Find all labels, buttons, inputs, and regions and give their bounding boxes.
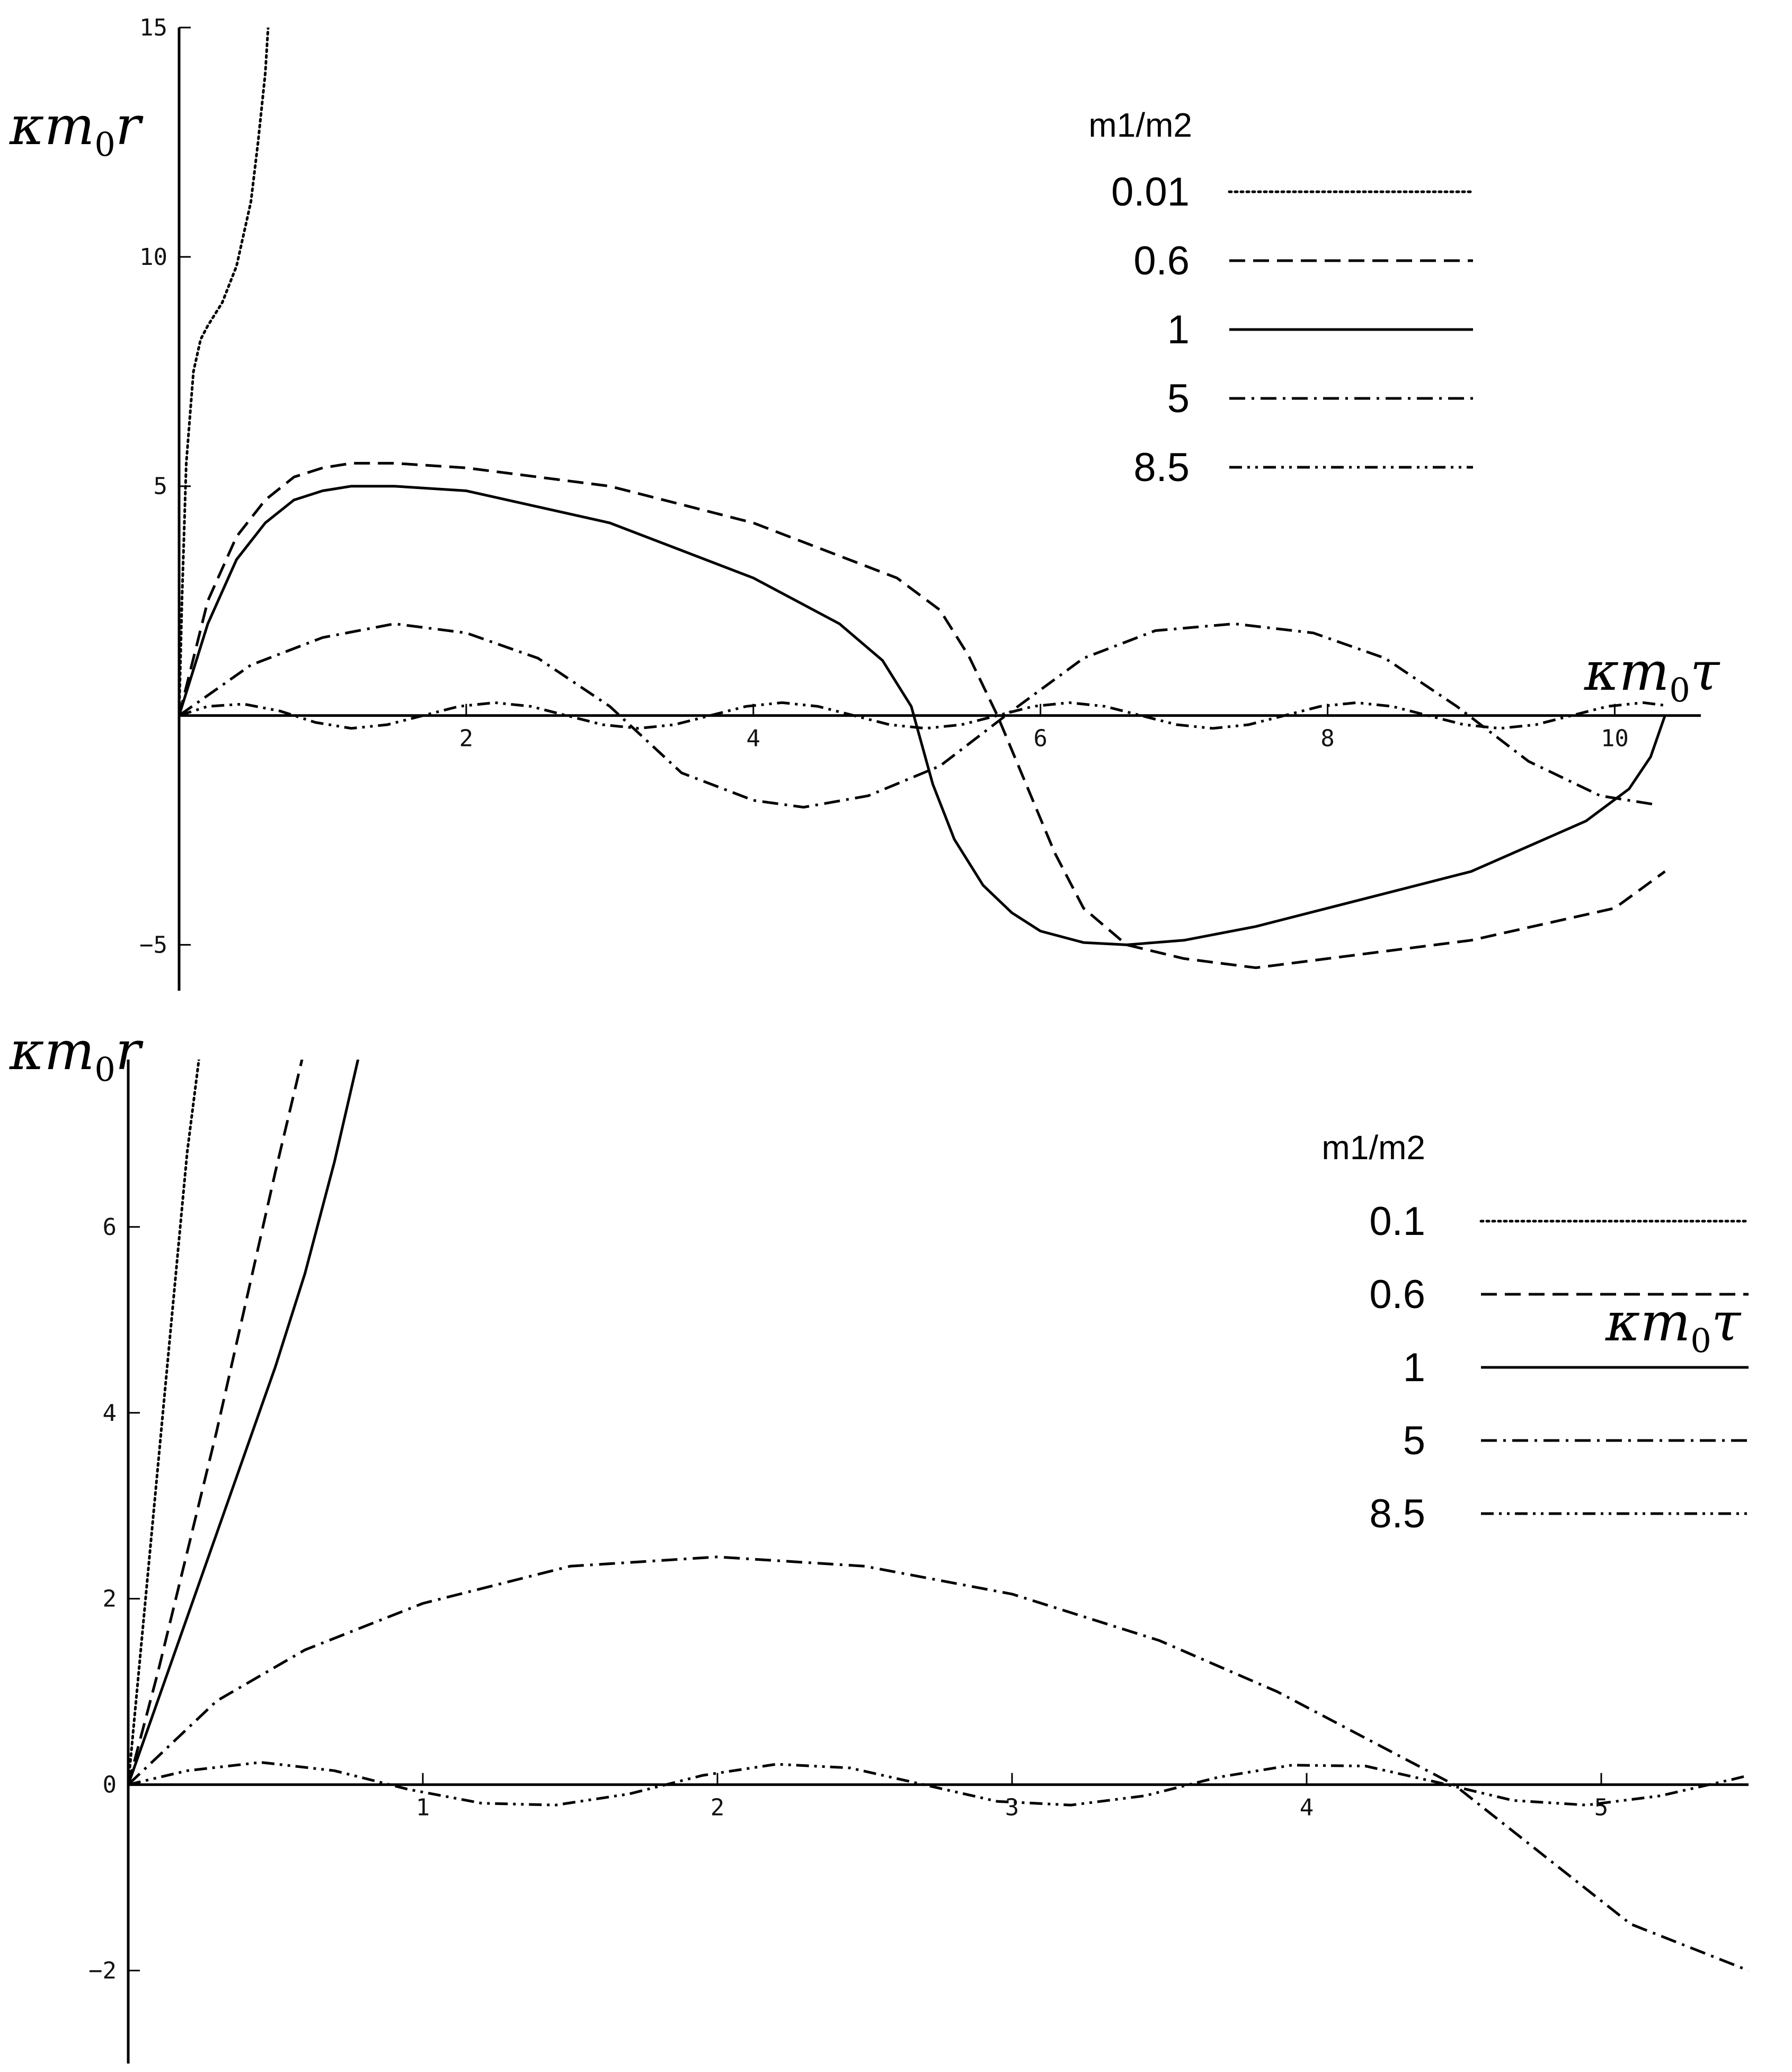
x-tick-label: 2 (711, 1794, 725, 1821)
legend-title: m1/m2 (1088, 106, 1192, 144)
legend-label: 5 (1167, 376, 1190, 421)
y-axis-title-subscript: 0 (94, 125, 115, 164)
x-tick-label: 4 (1300, 1794, 1314, 1821)
legend: m1/m2 0.01 0.6 1 5 8.5 (1088, 106, 1475, 490)
y-tick-label: 6 (103, 1214, 117, 1241)
x-tick-label: 6 (1033, 725, 1048, 752)
y-axis-title-main: κm (9, 95, 94, 157)
x-axis-title-main: κm (1584, 641, 1669, 702)
legend-label: 1 (1403, 1345, 1425, 1390)
x-axis-title: κm0τ (1605, 1291, 1742, 1360)
x-axis-title-variable: τ (1690, 641, 1720, 702)
y-axis-title-subscript: 0 (94, 1050, 115, 1089)
series-line-solid (128, 1060, 360, 1785)
series-line-dotted (128, 1060, 200, 1786)
y-axis-title: κm0r (9, 95, 144, 164)
series-line-dash-dot-dot (128, 1761, 1749, 1807)
y-tick-label: 15 (139, 14, 167, 41)
y-tick-label: −2 (88, 1958, 117, 1985)
x-axis-title-subscript: 0 (1669, 671, 1690, 709)
legend-label: 0.6 (1369, 1272, 1425, 1317)
series-line-dash-dot (128, 1555, 1749, 1972)
y-axis-title-main: κm (9, 1020, 94, 1082)
x-tick-label: 3 (1005, 1794, 1019, 1821)
y-tick-label: 2 (103, 1586, 117, 1613)
x-axis-title: κm0τ (1584, 641, 1720, 709)
y-axis-title-variable: r (116, 95, 144, 157)
legend-label: 8.5 (1369, 1491, 1425, 1536)
x-tick-label: 5 (1594, 1794, 1609, 1821)
y-axis-title-variable: r (116, 1020, 144, 1082)
legend-label: 8.5 (1133, 445, 1190, 490)
x-axis-title-variable: τ (1711, 1291, 1742, 1353)
x-axis-title-main: κm (1605, 1291, 1690, 1353)
y-tick-label: 4 (103, 1400, 117, 1427)
x-tick-label: 2 (459, 725, 474, 752)
series-line-dashed (179, 461, 1666, 970)
y-tick-label: 10 (139, 244, 167, 271)
legend-label: 0.6 (1133, 238, 1190, 283)
series-line-solid (179, 485, 1666, 946)
series-line-dash-dot (179, 622, 1658, 809)
x-tick-label: 1 (416, 1794, 430, 1821)
series-line-dashed (128, 1060, 304, 1785)
x-tick-label: 10 (1601, 725, 1629, 752)
x-axis-title-subscript: 0 (1690, 1321, 1711, 1360)
legend-label: 1 (1167, 307, 1190, 352)
y-tick-label: 0 (103, 1772, 117, 1799)
y-tick-label: −5 (139, 931, 167, 958)
legend-label: 0.1 (1369, 1199, 1425, 1244)
legend: m1/m2 0.1 0.6 1 5 8.5 (1321, 1128, 1750, 1536)
legend-label: 5 (1403, 1418, 1425, 1463)
y-axis-title: κm0r (9, 1020, 144, 1089)
legend-label: 0.01 (1111, 170, 1190, 215)
x-tick-label: 8 (1320, 725, 1335, 752)
y-tick-label: 5 (154, 473, 168, 500)
series-line-dash-dot-dot (179, 701, 1665, 730)
legend-title: m1/m2 (1321, 1128, 1425, 1167)
series-line-dotted (179, 28, 270, 717)
x-tick-label: 4 (747, 725, 761, 752)
